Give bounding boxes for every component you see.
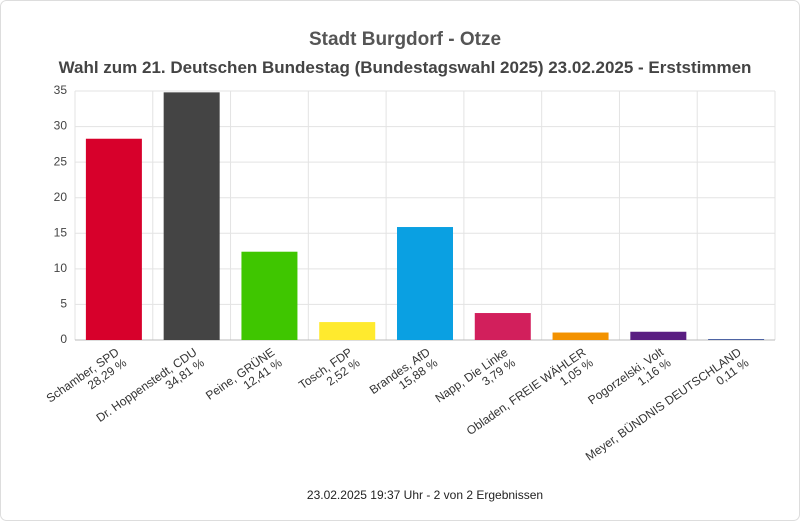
y-tick-label: 35 xyxy=(54,83,68,97)
bar xyxy=(319,322,376,340)
y-tick-label: 25 xyxy=(54,154,68,168)
y-tick-label: 0 xyxy=(60,332,67,346)
footer: 23.02.2025 19:37 Uhr - 2 von 2 Ergebniss… xyxy=(307,488,543,502)
chart-subtitle: Wahl zum 21. Deutschen Bundestag (Bundes… xyxy=(59,58,752,77)
bar xyxy=(552,332,609,340)
bar xyxy=(241,251,298,340)
bar xyxy=(163,92,220,340)
bar xyxy=(474,313,531,340)
chart-title: Stadt Burgdorf - Otze xyxy=(309,29,501,50)
y-tick-label: 5 xyxy=(60,297,67,311)
bar xyxy=(630,331,687,340)
y-tick-label: 20 xyxy=(54,190,68,204)
y-tick-label: 30 xyxy=(54,119,68,133)
y-tick-label: 15 xyxy=(54,225,68,239)
y-tick-label: 10 xyxy=(54,261,68,275)
bar xyxy=(708,339,765,340)
bar xyxy=(85,138,142,340)
bar xyxy=(397,227,453,340)
